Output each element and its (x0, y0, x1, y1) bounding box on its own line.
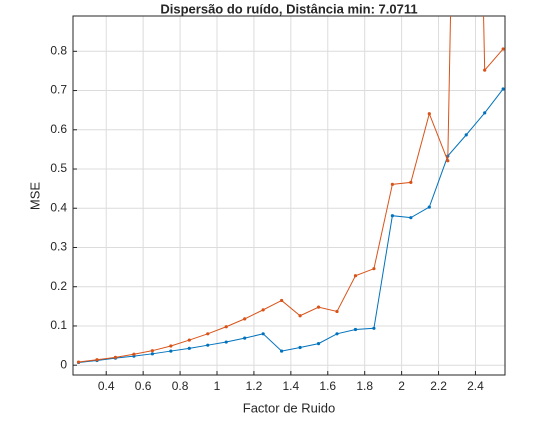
data-point (261, 332, 265, 336)
y-tick-label: 0.7 (50, 83, 67, 97)
data-point (372, 267, 376, 271)
data-point (187, 338, 191, 342)
y-tick-label: 0.8 (50, 43, 67, 57)
x-tick-label: 1.2 (246, 379, 263, 393)
data-point (427, 205, 431, 209)
x-tick-label: 1.8 (356, 379, 373, 393)
data-point (224, 340, 228, 344)
x-tick-label: 2 (398, 379, 405, 393)
data-point (150, 352, 154, 356)
x-tick-label: 2.2 (430, 379, 447, 393)
data-point (501, 47, 505, 51)
data-point (316, 305, 321, 309)
data-point (261, 308, 265, 312)
data-point (150, 349, 154, 353)
x-tick-label: 1.6 (319, 379, 336, 393)
y-tick-label: 0 (60, 357, 67, 371)
data-point (446, 159, 450, 163)
data-point (464, 133, 468, 137)
data-point (409, 216, 413, 220)
data-point (243, 317, 247, 321)
plot-content (76, 16, 505, 365)
plot-area (73, 16, 505, 375)
y-tick-label: 0.1 (50, 318, 67, 332)
data-point (132, 352, 136, 356)
y-axis-label: MSE (27, 182, 42, 211)
data-point (280, 298, 284, 303)
data-point (298, 345, 302, 350)
data-point (95, 358, 99, 362)
x-tick-label: 1.4 (283, 379, 300, 393)
data-point (206, 343, 210, 347)
series-line (78, 88, 504, 363)
data-point (483, 68, 487, 72)
data-point (316, 342, 321, 346)
data-point (113, 355, 118, 359)
x-tick-label: 0.6 (135, 379, 152, 393)
x-tick-label: 2.4 (467, 379, 484, 393)
data-point (409, 180, 413, 184)
y-tick-label: 0.4 (50, 200, 67, 214)
y-tick-label: 0.6 (50, 122, 67, 136)
x-tick-label: 0.4 (98, 379, 115, 393)
data-point (169, 344, 173, 348)
data-point (372, 326, 376, 330)
data-point (427, 112, 431, 116)
x-tick-label: 0.8 (172, 379, 189, 393)
y-tick-label: 0.2 (50, 279, 67, 293)
y-tick-label: 0.5 (50, 161, 67, 175)
chart-title: Dispersão do ruído, Distância min: 7.071… (160, 1, 417, 16)
data-point (76, 360, 81, 364)
data-point (353, 274, 358, 278)
data-point (335, 309, 339, 314)
axes-box (72, 15, 506, 376)
data-point (243, 336, 247, 340)
data-point (390, 182, 394, 186)
y-tick-label: 0.3 (50, 240, 67, 254)
data-point (390, 214, 394, 218)
data-point (187, 346, 191, 350)
x-tick-label: 1 (214, 379, 221, 393)
data-point (224, 325, 228, 329)
data-point (483, 111, 487, 115)
data-point (298, 314, 302, 318)
data-point (280, 349, 284, 353)
data-point (206, 332, 210, 336)
data-point (169, 349, 173, 353)
data-point (353, 327, 358, 332)
data-point (501, 87, 505, 91)
data-point (335, 332, 339, 336)
x-axis-label: Factor de Ruido (243, 400, 336, 415)
series-line (78, 16, 504, 363)
